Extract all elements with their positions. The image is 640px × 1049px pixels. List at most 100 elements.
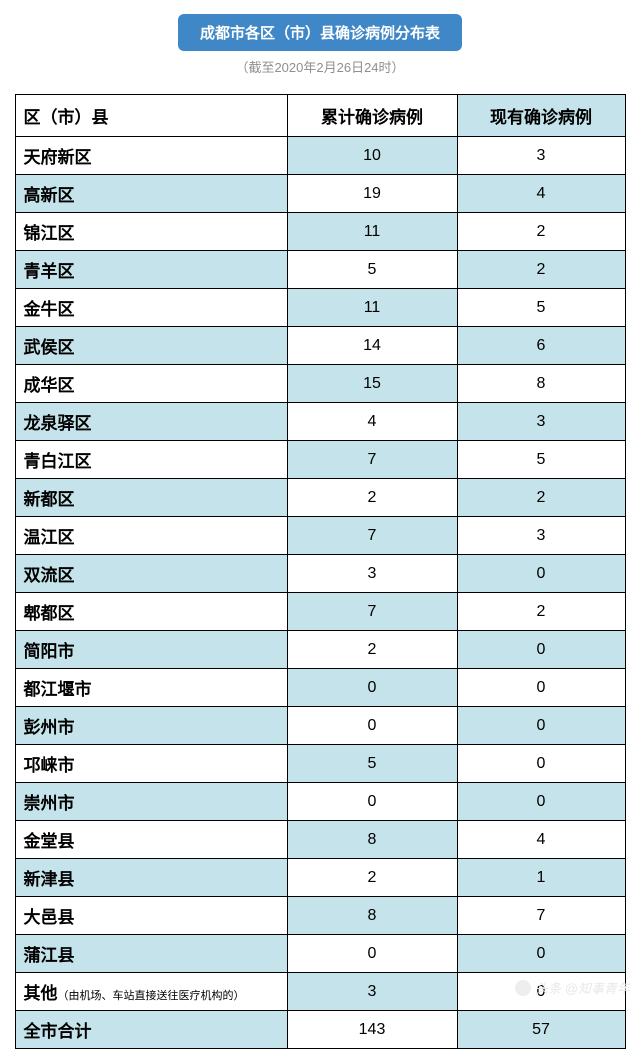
cell-district: 邛崃市	[15, 745, 287, 783]
cell-current: 2	[457, 479, 625, 517]
cell-cumulative: 2	[287, 859, 457, 897]
cell-district: 双流区	[15, 555, 287, 593]
cell-cumulative: 7	[287, 517, 457, 555]
cell-cumulative: 11	[287, 213, 457, 251]
cell-cumulative: 143	[287, 1011, 457, 1049]
table-row: 彭州市00	[15, 707, 625, 745]
cell-cumulative: 7	[287, 441, 457, 479]
cell-cumulative: 2	[287, 479, 457, 517]
watermark-text: 头条 @知事青年	[535, 978, 630, 997]
cell-district: 武侯区	[15, 327, 287, 365]
cell-current: 0	[457, 935, 625, 973]
table-row: 成华区158	[15, 365, 625, 403]
cell-cumulative: 2	[287, 631, 457, 669]
cell-district: 崇州市	[15, 783, 287, 821]
cell-district: 青白江区	[15, 441, 287, 479]
cell-cumulative: 7	[287, 593, 457, 631]
cell-current: 2	[457, 251, 625, 289]
cell-current: 7	[457, 897, 625, 935]
cell-current: 0	[457, 745, 625, 783]
cell-district: 全市合计	[15, 1011, 287, 1049]
page-title-banner: 成都市各区（市）县确诊病例分布表	[178, 14, 462, 51]
cell-district: 金堂县	[15, 821, 287, 859]
table-row: 郫都区72	[15, 593, 625, 631]
cell-current: 3	[457, 137, 625, 175]
cell-cumulative: 8	[287, 821, 457, 859]
cell-cumulative: 0	[287, 669, 457, 707]
cell-current: 2	[457, 213, 625, 251]
table-row: 天府新区103	[15, 137, 625, 175]
cell-cumulative: 5	[287, 745, 457, 783]
cell-cumulative: 3	[287, 555, 457, 593]
cell-district: 青羊区	[15, 251, 287, 289]
table-header-row: 区（市）县 累计确诊病例 现有确诊病例	[15, 95, 625, 137]
table-row: 崇州市00	[15, 783, 625, 821]
page-subtitle: （截至2020年2月26日24时）	[0, 57, 640, 76]
table-row: 全市合计14357	[15, 1011, 625, 1049]
cell-district: 成华区	[15, 365, 287, 403]
table-row: 蒲江县00	[15, 935, 625, 973]
cell-district: 大邑县	[15, 897, 287, 935]
cell-current: 5	[457, 441, 625, 479]
watermark-icon	[515, 980, 531, 996]
cell-cumulative: 0	[287, 783, 457, 821]
cell-district: 新都区	[15, 479, 287, 517]
cell-district: 新津县	[15, 859, 287, 897]
cell-current: 6	[457, 327, 625, 365]
table-row: 锦江区112	[15, 213, 625, 251]
table-row: 温江区73	[15, 517, 625, 555]
table-row: 高新区194	[15, 175, 625, 213]
table-row: 邛崃市50	[15, 745, 625, 783]
cell-district: 蒲江县	[15, 935, 287, 973]
cell-cumulative: 10	[287, 137, 457, 175]
cell-district: 郫都区	[15, 593, 287, 631]
cases-table: 区（市）县 累计确诊病例 现有确诊病例 天府新区103高新区194锦江区112青…	[15, 94, 626, 1049]
table-row: 武侯区146	[15, 327, 625, 365]
cell-current: 4	[457, 175, 625, 213]
cell-district: 彭州市	[15, 707, 287, 745]
cell-current: 0	[457, 707, 625, 745]
cell-cumulative: 14	[287, 327, 457, 365]
col-header-district: 区（市）县	[15, 95, 287, 137]
table-row: 青白江区75	[15, 441, 625, 479]
cell-current: 0	[457, 783, 625, 821]
cell-district: 金牛区	[15, 289, 287, 327]
table-row: 新津县21	[15, 859, 625, 897]
cell-cumulative: 15	[287, 365, 457, 403]
cell-cumulative: 8	[287, 897, 457, 935]
cell-district: 龙泉驿区	[15, 403, 287, 441]
col-header-current: 现有确诊病例	[457, 95, 625, 137]
cell-current: 4	[457, 821, 625, 859]
table-row: 青羊区52	[15, 251, 625, 289]
cell-current: 57	[457, 1011, 625, 1049]
table-row: 新都区22	[15, 479, 625, 517]
cell-cumulative: 19	[287, 175, 457, 213]
table-row: 双流区30	[15, 555, 625, 593]
cell-district: 高新区	[15, 175, 287, 213]
watermark: 头条 @知事青年	[515, 978, 630, 997]
cell-current: 3	[457, 517, 625, 555]
cell-current: 0	[457, 631, 625, 669]
table-row: 都江堰市00	[15, 669, 625, 707]
cell-cumulative: 5	[287, 251, 457, 289]
cell-district: 温江区	[15, 517, 287, 555]
cell-district: 天府新区	[15, 137, 287, 175]
table-row: 大邑县87	[15, 897, 625, 935]
table-row: 龙泉驿区43	[15, 403, 625, 441]
cell-district: 锦江区	[15, 213, 287, 251]
cell-current: 0	[457, 669, 625, 707]
cell-district: 简阳市	[15, 631, 287, 669]
table-row: 简阳市20	[15, 631, 625, 669]
cell-cumulative: 4	[287, 403, 457, 441]
cell-district-note: （由机场、车站直接送往医疗机构的）	[58, 990, 245, 1002]
table-row: 金牛区115	[15, 289, 625, 327]
cell-cumulative: 11	[287, 289, 457, 327]
cell-district: 都江堰市	[15, 669, 287, 707]
col-header-cumulative: 累计确诊病例	[287, 95, 457, 137]
cell-current: 3	[457, 403, 625, 441]
cell-current: 5	[457, 289, 625, 327]
cell-current: 2	[457, 593, 625, 631]
cell-current: 1	[457, 859, 625, 897]
table-row: 金堂县84	[15, 821, 625, 859]
cell-current: 8	[457, 365, 625, 403]
